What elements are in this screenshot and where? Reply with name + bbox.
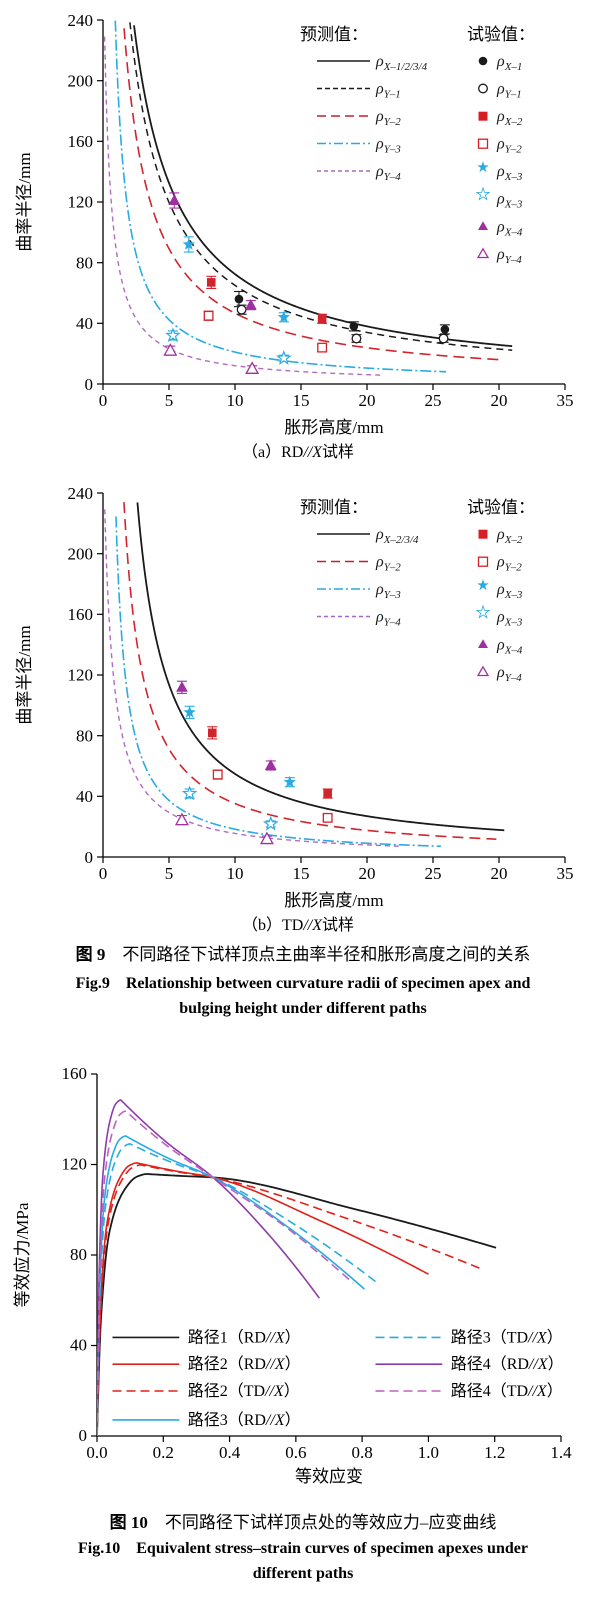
svg-text:40: 40	[70, 1336, 87, 1355]
svg-text:20: 20	[491, 391, 508, 410]
svg-text:240: 240	[68, 11, 94, 30]
svg-text:1.2: 1.2	[484, 1443, 505, 1462]
svg-text:0.4: 0.4	[219, 1443, 241, 1462]
svg-text:★: ★	[476, 160, 489, 176]
svg-text:10: 10	[227, 864, 244, 883]
svg-text:0.8: 0.8	[352, 1443, 373, 1462]
svg-text:胀形高度/mm: 胀形高度/mm	[284, 418, 383, 437]
svg-text:15: 15	[293, 391, 310, 410]
svg-text:等效应变: 等效应变	[295, 1467, 363, 1486]
svg-text:160: 160	[68, 605, 94, 624]
svg-text:ρY–4: ρY–4	[496, 246, 522, 266]
svg-text:ρX–2: ρX–2	[496, 108, 523, 128]
svg-text:曲率半径/mm: 曲率半径/mm	[15, 625, 34, 724]
svg-text:曲率半径/mm: 曲率半径/mm	[15, 152, 34, 251]
svg-text:路径2（TD//X）: 路径2（TD//X）	[188, 1382, 300, 1400]
svg-text:120: 120	[68, 193, 94, 212]
svg-text:路径1（RD//X）: 路径1（RD//X）	[188, 1328, 301, 1346]
svg-text:ρX–4: ρX–4	[496, 218, 523, 238]
svg-text:ρX–1: ρX–1	[496, 53, 522, 73]
svg-text:路径3（RD//X）: 路径3（RD//X）	[188, 1411, 301, 1429]
svg-text:120: 120	[68, 666, 94, 685]
svg-text:胀形高度/mm: 胀形高度/mm	[284, 891, 383, 910]
svg-text:ρY–3: ρY–3	[375, 581, 401, 601]
svg-text:20: 20	[491, 864, 508, 883]
svg-text:ρY–1: ρY–1	[496, 81, 522, 101]
svg-text:80: 80	[76, 727, 93, 746]
svg-text:Fig.10 Equivalent stress–strai: Fig.10 Equivalent stress–strain curves o…	[78, 1540, 528, 1557]
svg-text:0: 0	[85, 848, 94, 867]
svg-text:0: 0	[79, 1426, 88, 1445]
svg-text:ρX–3: ρX–3	[496, 609, 523, 629]
svg-text:（a）RD//X试样: （a）RD//X试样	[242, 443, 354, 460]
svg-text:ρY–2: ρY–2	[375, 554, 401, 574]
svg-text:ρY–1: ρY–1	[375, 81, 401, 101]
svg-text:80: 80	[70, 1245, 87, 1264]
svg-text:240: 240	[68, 484, 94, 503]
svg-text:（b）TD//X试样: （b）TD//X试样	[242, 916, 354, 934]
svg-text:0.6: 0.6	[285, 1443, 306, 1462]
svg-text:ρX–3: ρX–3	[496, 581, 523, 601]
svg-text:★: ★	[476, 605, 490, 622]
svg-text:160: 160	[68, 132, 94, 151]
svg-text:10: 10	[227, 391, 244, 410]
svg-text:路径3（TD//X）: 路径3（TD//X）	[451, 1328, 563, 1346]
svg-text:0: 0	[99, 391, 108, 410]
svg-text:图 9 不同路径下试样顶点主曲率半径和胀形高度之间的关系: 图 9 不同路径下试样顶点主曲率半径和胀形高度之间的关系	[76, 945, 531, 964]
svg-text:路径2（RD//X）: 路径2（RD//X）	[188, 1355, 301, 1373]
svg-text:0: 0	[99, 864, 108, 883]
svg-text:ρY–2: ρY–2	[496, 554, 522, 574]
svg-text:200: 200	[68, 545, 94, 564]
svg-text:15: 15	[293, 864, 310, 883]
svg-text:35: 35	[557, 391, 574, 410]
svg-text:ρY–4: ρY–4	[375, 163, 401, 183]
svg-text:25: 25	[425, 391, 442, 410]
svg-text:ρY–2: ρY–2	[496, 136, 522, 156]
svg-text:ρY–2: ρY–2	[375, 108, 401, 128]
svg-text:图 10 不同路径下试样顶点处的等效应力–应变曲线: 图 10 不同路径下试样顶点处的等效应力–应变曲线	[110, 1513, 497, 1532]
svg-text:Fig.9 Relationship between cur: Fig.9 Relationship between curvature rad…	[76, 975, 531, 992]
svg-text:ρX–2/3/4: ρX–2/3/4	[375, 526, 419, 546]
svg-text:160: 160	[62, 1064, 88, 1083]
svg-text:试验值：: 试验值：	[467, 498, 535, 517]
svg-text:5: 5	[165, 864, 174, 883]
svg-text:20: 20	[359, 391, 376, 410]
svg-text:ρY–3: ρY–3	[375, 136, 401, 156]
svg-text:35: 35	[557, 864, 574, 883]
svg-text:预测值：: 预测值：	[300, 25, 368, 44]
svg-text:ρX–4: ρX–4	[496, 636, 523, 656]
svg-text:0.2: 0.2	[153, 1443, 174, 1462]
svg-text:ρY–4: ρY–4	[496, 664, 522, 684]
svg-text:0: 0	[85, 375, 94, 394]
svg-text:试验值：: 试验值：	[467, 25, 535, 44]
svg-text:25: 25	[425, 864, 442, 883]
svg-text:80: 80	[76, 254, 93, 273]
svg-text:5: 5	[165, 391, 174, 410]
svg-text:200: 200	[68, 72, 94, 91]
svg-text:预测值：: 预测值：	[300, 498, 368, 517]
svg-text:different paths: different paths	[253, 1565, 354, 1582]
svg-text:★: ★	[476, 187, 490, 204]
svg-text:ρY–4: ρY–4	[375, 609, 401, 629]
svg-text:路径4（RD//X）: 路径4（RD//X）	[451, 1355, 564, 1373]
svg-text:40: 40	[76, 787, 93, 806]
svg-text:ρX–2: ρX–2	[496, 526, 523, 546]
svg-text:ρX–3: ρX–3	[496, 191, 523, 211]
svg-text:120: 120	[62, 1155, 88, 1174]
svg-text:ρX–3: ρX–3	[496, 163, 523, 183]
svg-text:20: 20	[359, 864, 376, 883]
svg-text:等效应力/MPa: 等效应力/MPa	[13, 1202, 32, 1307]
svg-text:ρX–1/2/3/4: ρX–1/2/3/4	[375, 53, 428, 73]
svg-text:0.0: 0.0	[86, 1443, 107, 1462]
svg-text:路径4（TD//X）: 路径4（TD//X）	[451, 1382, 563, 1400]
svg-text:★: ★	[476, 578, 489, 594]
svg-text:1.0: 1.0	[418, 1443, 439, 1462]
svg-text:1.4: 1.4	[550, 1443, 572, 1462]
svg-text:40: 40	[76, 314, 93, 333]
